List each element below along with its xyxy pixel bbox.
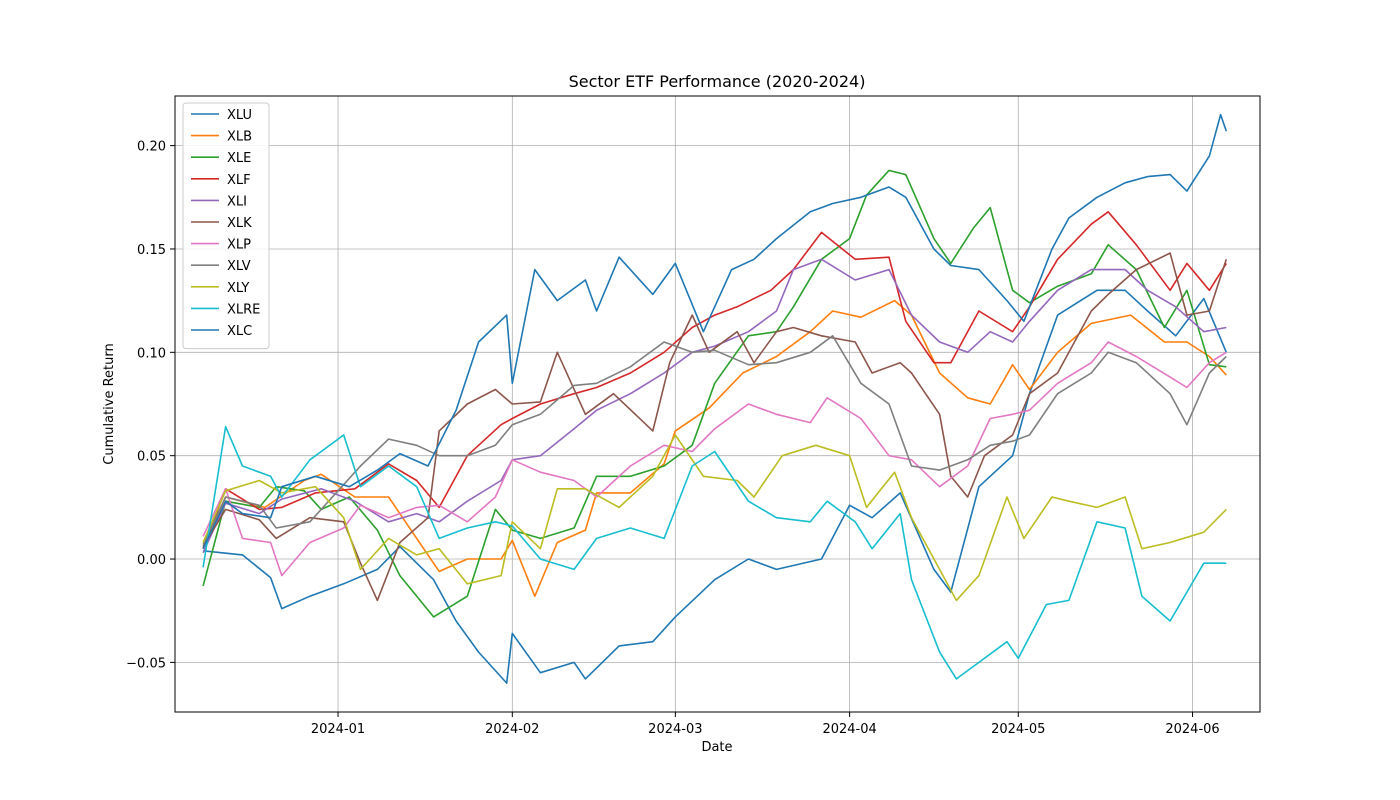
y-tick-label: 0.10 bbox=[137, 346, 166, 361]
legend-label-xlk: XLK bbox=[227, 216, 252, 231]
legend-label-xly: XLY bbox=[227, 281, 249, 296]
series-line-xli bbox=[202, 258, 1227, 554]
chart-title: Sector ETF Performance (2020-2024) bbox=[569, 72, 866, 91]
legend-label-xlv: XLV bbox=[227, 259, 251, 274]
x-tick-label: 2024-02 bbox=[485, 722, 539, 737]
x-tick-label: 2024-04 bbox=[822, 722, 876, 737]
plot-frame bbox=[174, 95, 1261, 713]
y-tick-label: 0.05 bbox=[137, 450, 166, 465]
y-axis-ticks: −0.05 0.00 0.05 0.10 0.15 0.20 bbox=[126, 140, 175, 671]
legend: XLU XLB XLE XLF XLI XLK XLP XLV XLY XLRE XLC bbox=[182, 102, 270, 350]
legend-label-xlre: XLRE bbox=[227, 302, 260, 317]
y-tick-label: 0.15 bbox=[137, 243, 166, 258]
y-tick-label: 0.00 bbox=[137, 553, 166, 568]
y-tick-label: −0.05 bbox=[126, 656, 166, 671]
series-lines bbox=[202, 113, 1228, 684]
series-line-xly bbox=[202, 434, 1227, 602]
x-tick-label: 2024-03 bbox=[648, 722, 702, 737]
series-line-xlf bbox=[202, 211, 1227, 549]
legend-label-xlu: XLU bbox=[227, 108, 252, 123]
series-line-xlp bbox=[202, 341, 1227, 577]
x-axis-ticks: 2024-01 2024-02 2024-03 2024-04 2024-05 2024-… bbox=[311, 712, 1220, 737]
series-line-xlu bbox=[203, 289, 1228, 684]
x-tick-label: 2024-01 bbox=[311, 722, 365, 737]
y-tick-label: 0.20 bbox=[137, 140, 166, 155]
x-axis-title: Date bbox=[701, 740, 732, 755]
series-line-xlv bbox=[202, 334, 1227, 545]
legend-label-xlb: XLB bbox=[227, 130, 252, 145]
series-line-xlre bbox=[202, 425, 1227, 680]
legend-label-xlp: XLP bbox=[227, 238, 251, 253]
legend-label-xlc: XLC bbox=[227, 324, 252, 339]
series-line-xle bbox=[202, 169, 1227, 618]
y-axis-title: Cumulative Return bbox=[102, 343, 117, 464]
legend-label-xle: XLE bbox=[227, 151, 251, 166]
legend-label-xli: XLI bbox=[227, 194, 247, 209]
x-tick-label: 2024-05 bbox=[991, 722, 1045, 737]
x-tick-label: 2024-06 bbox=[1165, 722, 1219, 737]
series-line-xlc bbox=[202, 113, 1228, 550]
legend-label-xlf: XLF bbox=[227, 173, 251, 188]
series-line-xlk bbox=[202, 252, 1228, 602]
series-line-xlb bbox=[202, 299, 1227, 598]
